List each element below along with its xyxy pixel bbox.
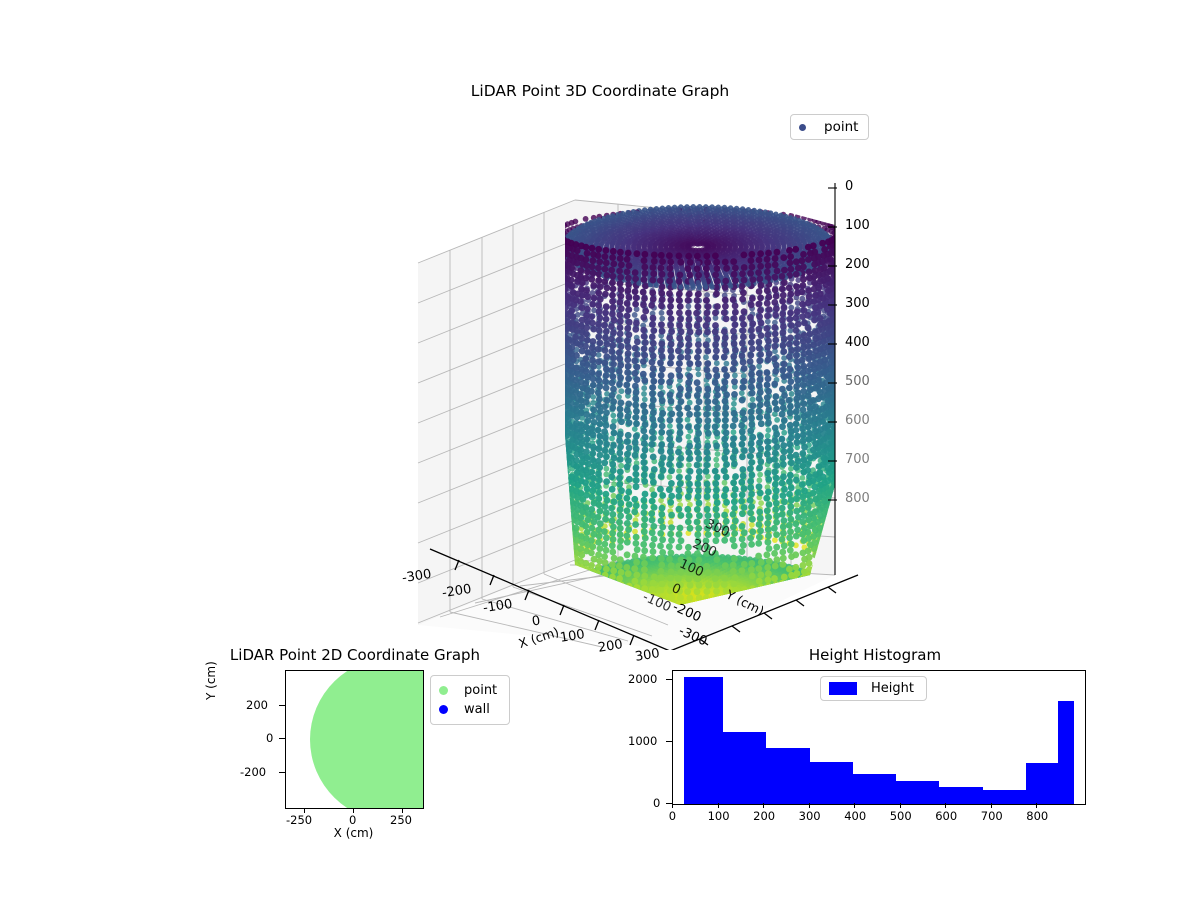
histogram-xtick-label: 600: [935, 809, 958, 823]
plot2d-legend-row-point[interactable]: point: [439, 681, 497, 700]
plot3d-ztick-600: 600: [845, 413, 870, 428]
plot2d-title: LiDAR Point 2D Coordinate Graph: [229, 646, 481, 664]
histogram-xtick-label: 400: [844, 809, 867, 823]
plot3d-xtick-200: 200: [596, 637, 624, 656]
histogram-xtickmark: [854, 803, 856, 808]
plot3d-y-axis: [670, 574, 859, 650]
plot2d-ytickmark-200: [279, 705, 285, 706]
plot2d-xtick-0: 0: [349, 813, 357, 827]
plot2d-ytick-0: 0: [266, 731, 274, 745]
plot3d-ztick-500: 500: [845, 374, 870, 389]
histogram-bar: [809, 761, 853, 804]
histogram-xtickmark: [672, 803, 673, 808]
plot3d-ztick-0: 0: [845, 179, 854, 194]
plot3d-legend[interactable]: point: [790, 114, 870, 140]
histogram-bar: [766, 748, 810, 804]
plot2d-xtick-250: 250: [390, 813, 412, 827]
plot2d-xtickmark--250: [304, 808, 305, 813]
histogram-xtickmark: [1036, 803, 1038, 808]
plot3d-ztick-200: 200: [845, 257, 870, 272]
plot3d-ztick-700: 700: [845, 452, 870, 467]
histogram-axes: [672, 670, 1086, 805]
histogram-bar: [982, 789, 1026, 804]
histogram-bars: [673, 671, 1085, 804]
histogram-bar: [939, 787, 983, 804]
histogram-xtickmark: [808, 803, 810, 808]
plot2d-ytick--200: -200: [240, 765, 267, 779]
histogram-ytickmark-0: [666, 803, 672, 804]
plot2d-xlabel: X (cm): [333, 826, 374, 840]
plot3d-xtick-300: 300: [633, 646, 661, 665]
histogram-xtickmark: [990, 803, 992, 808]
histogram-xtickmark: [717, 803, 719, 808]
legend-height-label: Height: [871, 681, 914, 696]
plot2d-xtickmark-250: [402, 808, 403, 813]
plot2d-point-region: [310, 671, 423, 808]
histogram-xtickmark: [763, 803, 765, 808]
plot3d-z-axis: [828, 183, 837, 575]
legend-wall-label: wall: [464, 702, 490, 717]
plot3d-ztick-300: 300: [845, 296, 870, 311]
histogram-xtick-label: 500: [889, 809, 912, 823]
plot3d-axes: 0 100 200 300 400 500 600 700 800 -300 -…: [380, 105, 920, 665]
plot3d-title: LiDAR Point 3D Coordinate Graph: [470, 82, 730, 100]
histogram-bar: [852, 774, 897, 804]
histogram-bar: [896, 780, 940, 804]
plot2d-ytickmark--200: [279, 772, 285, 773]
legend-point-label: point: [464, 683, 498, 698]
legend-point-marker-icon: [799, 123, 806, 131]
histogram-xtick-label: 100: [707, 809, 730, 823]
plot2d-legend[interactable]: point wall: [430, 675, 511, 725]
histogram-bar: [1025, 763, 1058, 804]
histogram-xtick-label: 0: [668, 809, 677, 823]
histogram-bar: [1057, 700, 1074, 804]
histogram-bar: [723, 732, 767, 804]
plot3d-point-cloud: [565, 204, 835, 605]
histogram-ytick-2000: 2000: [628, 672, 658, 686]
plot2d-ylabel: Y (cm): [204, 661, 218, 700]
histogram-xtick-label: 300: [798, 809, 821, 823]
plot2d-xtick--250: -250: [286, 813, 313, 827]
plot2d-ytick-200: 200: [246, 698, 268, 712]
histogram-ytickmark-2000: [666, 679, 672, 680]
histogram-xtickmark: [945, 803, 947, 808]
histogram-xtickmark: [899, 803, 901, 808]
plot2d-legend-row-wall[interactable]: wall: [439, 700, 497, 719]
plot2d-axes: [285, 670, 424, 809]
plot3d-ztick-800: 800: [845, 491, 870, 506]
histogram-legend[interactable]: Height: [820, 676, 927, 701]
histogram-bar: [684, 677, 724, 804]
histogram-xtick-label: 700: [980, 809, 1003, 823]
plot3d-ztick-100: 100: [845, 218, 870, 233]
histogram-ytick-0: 0: [653, 796, 661, 810]
plot2d-xtickmark-0: [353, 808, 354, 813]
legend-point-marker-icon: [439, 686, 448, 695]
histogram-xtick-label: 200: [753, 809, 776, 823]
plot3d-x-axis: [429, 548, 670, 650]
histogram-title: Height Histogram: [808, 646, 942, 664]
legend-point-label: point: [824, 119, 859, 135]
legend-wall-marker-icon: [439, 705, 448, 714]
histogram-ytick-1000: 1000: [628, 734, 658, 748]
plot3d-canvas: [417, 183, 859, 650]
legend-height-patch-icon: [829, 682, 857, 695]
plot3d-ztick-400: 400: [845, 335, 870, 350]
histogram-ytickmark-1000: [666, 741, 672, 742]
histogram-xtick-label: 800: [1026, 809, 1049, 823]
plot2d-ytickmark-0: [279, 738, 285, 739]
